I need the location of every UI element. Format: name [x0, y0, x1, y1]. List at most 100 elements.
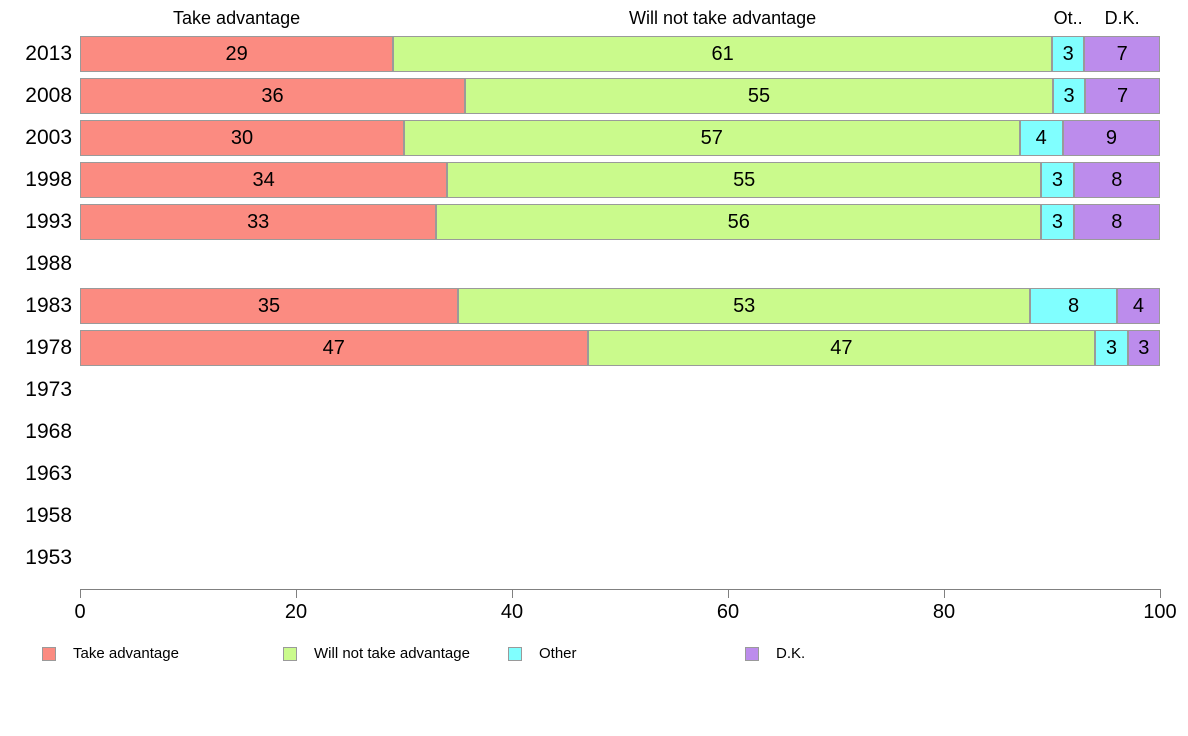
- bar-segment-other[interactable]: 3: [1041, 162, 1074, 198]
- bar-value-label: 3: [1063, 84, 1075, 107]
- bar-value-label: 47: [830, 336, 853, 359]
- legend-label: D.K.: [776, 645, 806, 662]
- y-axis-label-1978: 1978: [25, 336, 72, 359]
- y-axis-label-2013: 2013: [25, 42, 72, 65]
- legend-label: Other: [539, 645, 577, 662]
- bar-value-label: 3: [1051, 168, 1063, 191]
- x-axis-line: [80, 589, 1161, 590]
- x-axis-tick: [944, 589, 945, 598]
- bar-segment-d-k[interactable]: 7: [1084, 36, 1160, 72]
- bar-segment-other[interactable]: 3: [1041, 204, 1074, 240]
- x-axis-tick-label: 80: [932, 601, 956, 623]
- y-axis-label-1988: 1988: [25, 252, 72, 275]
- column-header-d-k: D.K.: [1104, 8, 1140, 28]
- chart-row-1998: 34 55 3 8: [80, 162, 1160, 198]
- bar-segment-take-advantage[interactable]: 34: [80, 162, 448, 198]
- chart-row-2008: 36 55 3 7: [80, 78, 1160, 114]
- chart-row-1978: 47 47 3 3: [80, 330, 1160, 366]
- legend-label: Take advantage: [73, 645, 179, 662]
- y-axis-label-1968: 1968: [25, 420, 72, 443]
- bar-value-label: 33: [247, 210, 270, 233]
- bar-segment-d-k[interactable]: 3: [1127, 330, 1160, 366]
- bar-value-label: 7: [1116, 42, 1128, 65]
- bar-segment-other[interactable]: 3: [1051, 36, 1085, 72]
- bar-segment-take-advantage[interactable]: 47: [80, 330, 588, 366]
- bar-segment-other[interactable]: 3: [1095, 330, 1128, 366]
- bar-segment-take-advantage[interactable]: 30: [80, 120, 404, 156]
- x-axis-tick: [728, 589, 729, 598]
- column-header-other: Ot..: [1053, 8, 1083, 28]
- bar-value-label: 35: [257, 294, 281, 317]
- legend-swatch-d-k: [745, 646, 759, 661]
- bar-segment-other[interactable]: 4: [1019, 120, 1063, 156]
- bar-value-label: 30: [230, 126, 254, 149]
- bar-segment-will-not-take-advantage[interactable]: 53: [458, 288, 1031, 324]
- bar-value-label: 9: [1105, 126, 1117, 149]
- bar-value-label: 3: [1138, 336, 1150, 359]
- bar-value-label: 29: [225, 42, 248, 65]
- bar-value-label: 55: [733, 168, 756, 191]
- legend-item-take-advantage[interactable]: Take advantage: [42, 645, 179, 662]
- bar-segment-take-advantage[interactable]: 33: [80, 204, 437, 240]
- x-axis-tick: [512, 589, 513, 598]
- bar-segment-take-advantage[interactable]: 29: [80, 36, 394, 72]
- bar-segment-d-k[interactable]: 8: [1073, 162, 1160, 198]
- bar-value-label: 53: [733, 294, 756, 317]
- column-header-take-advantage: Take advantage: [173, 8, 301, 28]
- legend-swatch-will-not-take-advantage: [283, 646, 297, 661]
- chart-row-1993: 33 56 3 8: [80, 204, 1160, 240]
- bar-value-label: 61: [711, 42, 734, 65]
- bar-value-label: 3: [1051, 210, 1063, 233]
- bar-segment-will-not-take-advantage[interactable]: 57: [404, 120, 1020, 156]
- legend-swatch-other: [508, 646, 522, 661]
- y-axis-label-1963: 1963: [25, 462, 72, 485]
- bar-segment-will-not-take-advantage[interactable]: 56: [436, 204, 1042, 240]
- bar-value-label: 8: [1111, 210, 1123, 233]
- y-axis-label-1993: 1993: [25, 210, 72, 233]
- x-axis-tick: [1160, 589, 1161, 598]
- y-axis-label-1958: 1958: [25, 504, 72, 527]
- bar-value-label: 3: [1062, 42, 1074, 65]
- chart-row-1983: 35 53 8 4: [80, 288, 1160, 324]
- bar-value-label: 57: [700, 126, 723, 149]
- bar-segment-will-not-take-advantage[interactable]: 55: [464, 78, 1054, 114]
- y-axis-label-1973: 1973: [25, 378, 72, 401]
- bar-segment-take-advantage[interactable]: 36: [80, 78, 465, 114]
- x-axis-tick-label: 60: [716, 601, 740, 623]
- bar-value-label: 47: [322, 336, 345, 359]
- x-axis-tick: [80, 589, 81, 598]
- legend-item-other[interactable]: Other: [508, 645, 577, 662]
- bar-value-label: 8: [1111, 168, 1123, 191]
- chart-row-2003: 30 57 4 9: [80, 120, 1160, 156]
- bar-value-label: 36: [261, 84, 284, 107]
- x-axis-tick-label: 100: [1143, 601, 1177, 623]
- bar-segment-will-not-take-advantage[interactable]: 61: [393, 36, 1052, 72]
- legend-item-d-k[interactable]: D.K.: [745, 645, 805, 662]
- bar-segment-take-advantage[interactable]: 35: [80, 288, 458, 324]
- bar-value-label: 3: [1105, 336, 1117, 359]
- bar-segment-will-not-take-advantage[interactable]: 55: [447, 162, 1042, 198]
- y-axis-label-2003: 2003: [25, 126, 72, 149]
- legend-swatch-take-advantage: [42, 646, 56, 661]
- bar-value-label: 34: [252, 168, 275, 191]
- y-axis-label-1983: 1983: [25, 294, 72, 317]
- legend-item-will-not-take-advantage[interactable]: Will not take advantage: [283, 645, 470, 662]
- y-axis-label-1953: 1953: [25, 546, 72, 569]
- bar-segment-d-k[interactable]: 7: [1085, 78, 1160, 114]
- chart-row-2013: 29 61 3 7: [80, 36, 1160, 72]
- bar-segment-will-not-take-advantage[interactable]: 47: [587, 330, 1096, 366]
- bar-segment-d-k[interactable]: 8: [1073, 204, 1160, 240]
- x-axis-tick-label: 40: [500, 601, 524, 623]
- legend-label: Will not take advantage: [314, 645, 470, 662]
- bar-segment-other[interactable]: 3: [1053, 78, 1086, 114]
- bar-value-label: 7: [1116, 84, 1129, 107]
- bar-segment-d-k[interactable]: 9: [1062, 120, 1160, 156]
- y-axis-label-1998: 1998: [25, 168, 72, 191]
- x-axis-tick-label: 0: [74, 601, 86, 623]
- bar-segment-other[interactable]: 8: [1030, 288, 1117, 324]
- y-axis-label-2008: 2008: [25, 84, 72, 107]
- x-axis-tick: [296, 589, 297, 598]
- bar-value-label: 56: [727, 210, 750, 233]
- bar-segment-d-k[interactable]: 4: [1116, 288, 1160, 324]
